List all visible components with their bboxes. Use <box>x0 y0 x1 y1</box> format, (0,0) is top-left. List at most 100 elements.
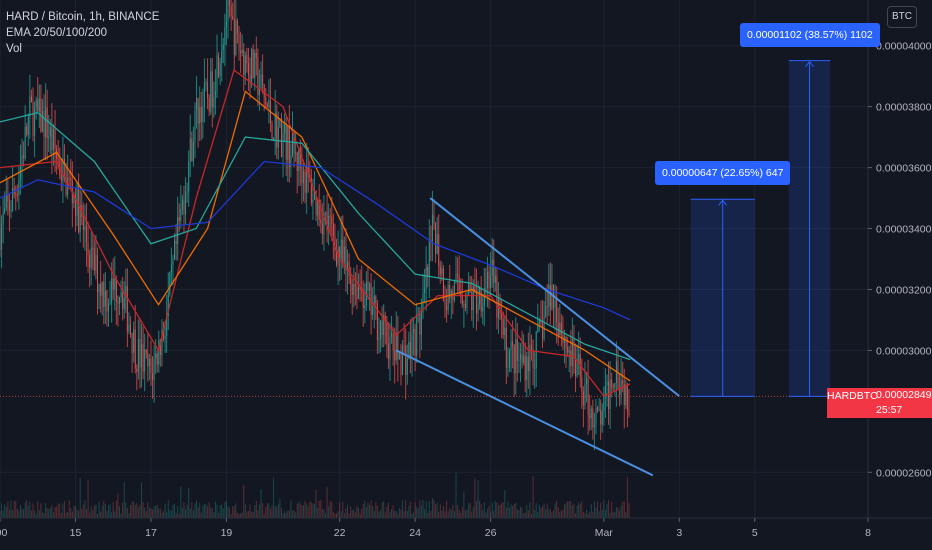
currency-badge[interactable]: BTC <box>887 6 917 28</box>
volume-bar <box>285 512 287 518</box>
candle-body <box>299 148 301 168</box>
volume-bar <box>617 507 619 518</box>
volume-bar <box>141 482 143 518</box>
candle-body <box>372 306 374 315</box>
volume-bar <box>507 501 509 518</box>
volume-bar <box>68 500 70 518</box>
volume-bar <box>93 505 95 518</box>
candle-body <box>111 278 113 304</box>
volume-bar <box>1 503 3 518</box>
candle-body <box>103 281 105 307</box>
volume-bar <box>291 510 293 518</box>
candle-body <box>85 226 87 244</box>
volume-bar <box>24 502 26 518</box>
volume-bar <box>59 503 61 518</box>
volume-bar <box>364 500 366 518</box>
candle-body <box>172 259 174 266</box>
candle-body <box>592 408 594 428</box>
volume-bar <box>313 503 315 518</box>
volume-bar <box>526 505 528 518</box>
candle-body <box>614 383 616 388</box>
candle-body <box>288 126 290 168</box>
candle-body <box>15 193 17 195</box>
volume-bar <box>545 509 547 518</box>
volume-bar <box>376 505 378 518</box>
volume-bar <box>575 513 577 518</box>
ema-line-1 <box>0 69 631 397</box>
candle-body <box>141 343 143 368</box>
price-tag-price: 0.00002849 <box>876 389 932 401</box>
projection-label-2[interactable]: 0.00001102 (38.57%) 1102 <box>740 23 880 47</box>
volume-bar <box>491 502 493 518</box>
candle-body <box>21 155 23 166</box>
candle-body <box>273 137 275 141</box>
symbol-title[interactable]: HARD / Bitcoin, 1h, BINANCE <box>6 11 160 23</box>
candle-body <box>507 367 509 369</box>
candle-body <box>222 44 224 50</box>
volume-bar <box>321 508 323 518</box>
volume-bar <box>277 503 279 518</box>
candle-body <box>90 247 92 268</box>
candle-body <box>249 74 251 83</box>
candle-body <box>353 284 355 296</box>
volume-bar <box>268 503 270 518</box>
volume-bar <box>134 505 136 518</box>
volume-bar <box>191 502 193 518</box>
volume-bar <box>603 500 605 518</box>
candle-body <box>244 55 246 75</box>
volume-indicator-label[interactable]: Vol <box>6 43 22 55</box>
volume-bar <box>106 510 108 518</box>
candle-body <box>400 353 402 376</box>
projection-arrow-head <box>718 199 728 206</box>
volume-bar <box>515 502 517 518</box>
candle-body <box>619 388 621 395</box>
volume-bar <box>340 511 342 518</box>
candle-body <box>218 55 220 77</box>
volume-bar <box>159 508 161 518</box>
candle-body <box>428 240 430 277</box>
volume-bar <box>369 504 371 518</box>
candle-body <box>491 259 493 276</box>
candle-body <box>442 267 444 301</box>
volume-bar <box>276 506 278 518</box>
volume-bar <box>441 510 443 518</box>
volume-bar <box>170 510 172 518</box>
candle-body <box>343 246 345 263</box>
ema-indicator-label[interactable]: EMA 20/50/100/200 <box>6 27 108 39</box>
candle-body <box>76 183 78 217</box>
volume-bar <box>302 504 304 518</box>
volume-bar <box>112 501 114 518</box>
volume-bar <box>192 510 194 518</box>
candle-body <box>501 314 503 319</box>
volume-bar <box>232 506 234 518</box>
volume-bar <box>409 501 411 518</box>
volume-bar <box>568 501 570 518</box>
volume-bar <box>436 503 438 518</box>
candle-body <box>265 97 267 105</box>
volume-bar <box>269 508 271 518</box>
candle-body <box>240 51 242 54</box>
candle-body <box>235 20 237 56</box>
volume-bar <box>225 500 227 518</box>
volume-bar <box>420 505 422 518</box>
candle-body <box>320 219 322 224</box>
candle-body <box>381 320 383 336</box>
volume-bar <box>103 500 105 518</box>
volume-bar <box>397 513 399 518</box>
candle-body <box>560 322 562 336</box>
volume-bar <box>177 506 179 518</box>
projection-label-1[interactable]: 0.00000647 (22.65%) 647 <box>655 161 791 185</box>
candle-body <box>490 275 492 289</box>
volume-bar <box>359 513 361 518</box>
candle-body <box>158 340 160 365</box>
candle-body <box>246 55 248 64</box>
volume-bar <box>262 503 264 518</box>
candle-body <box>549 285 551 310</box>
volume-bar <box>486 509 488 518</box>
volume-bar <box>458 509 460 518</box>
volume-bar <box>189 508 191 518</box>
volume-bar <box>581 501 583 518</box>
volume-bar <box>565 503 567 518</box>
